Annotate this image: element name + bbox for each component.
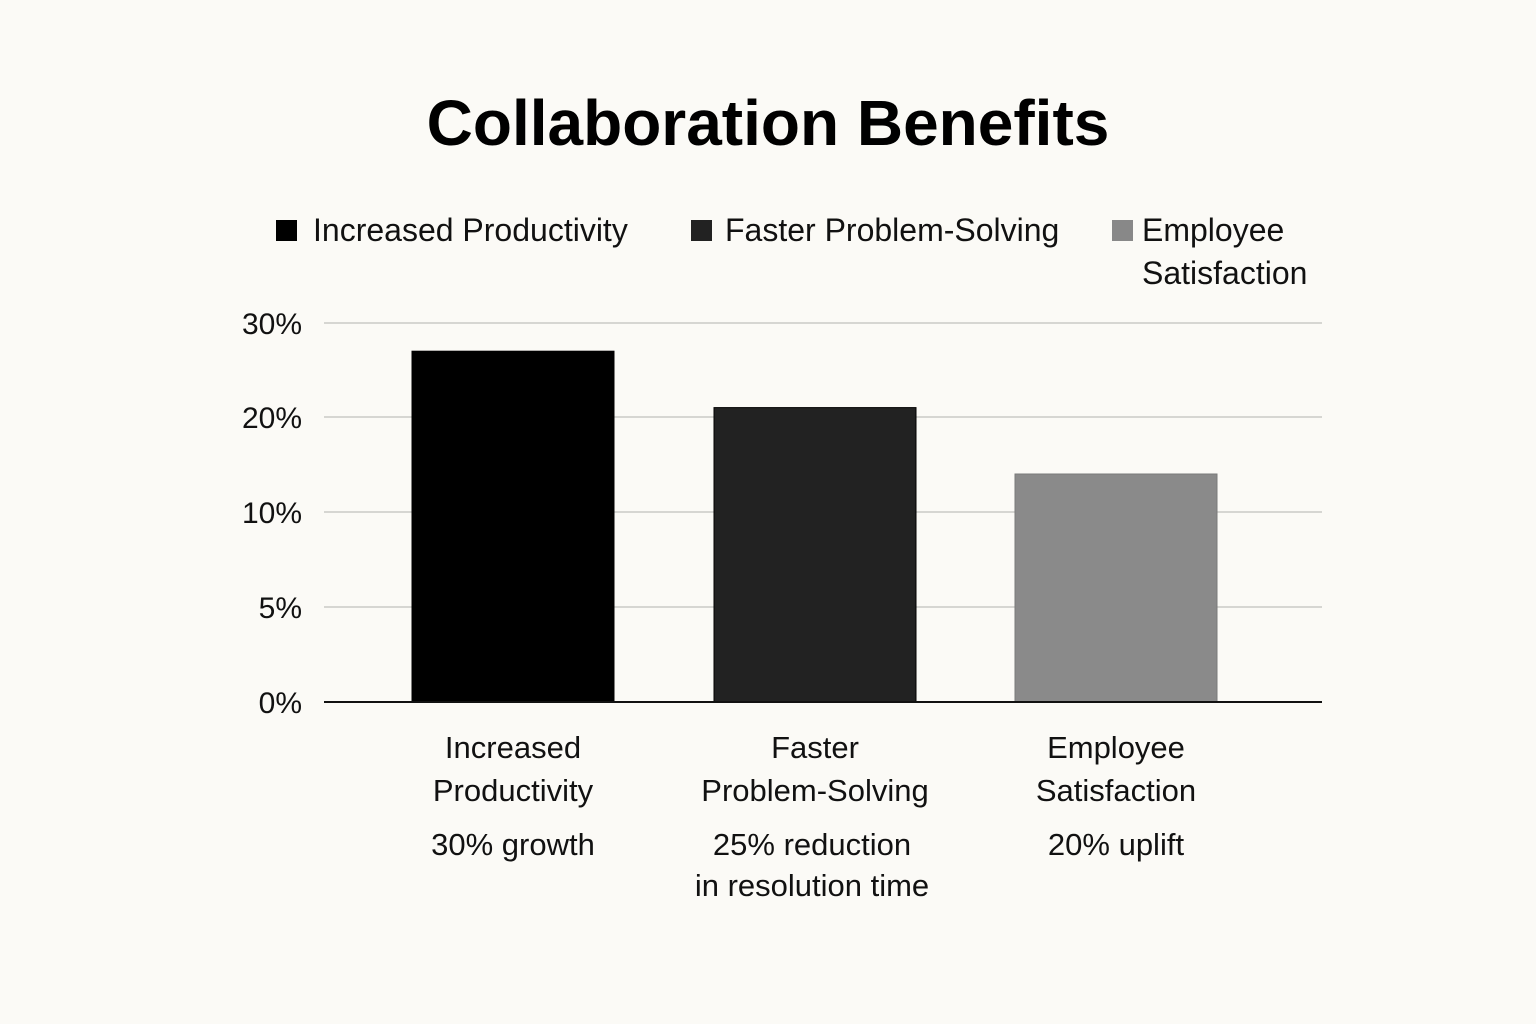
y-tick-label: 30% [242, 308, 302, 341]
x-category-label: Problem-Solving [701, 773, 928, 808]
x-category-label: Productivity [433, 773, 594, 808]
legend-swatch [691, 220, 712, 241]
data-annotation: in resolution time [695, 868, 929, 903]
legend-swatch [276, 220, 297, 241]
y-tick-label: 20% [242, 402, 302, 435]
y-axis-ticks: 0% 5% 10% 20% 30% [242, 308, 302, 720]
legend: Increased Productivity Faster Problem-Sol… [276, 212, 1307, 291]
x-axis-labels: Increased Productivity 30% growth Faster Pro… [431, 730, 1196, 903]
bar [713, 407, 917, 703]
bars [324, 350, 1322, 703]
x-category-label: Employee [1047, 730, 1185, 765]
x-category-label: Increased [445, 730, 581, 765]
legend-label: Employee [1142, 212, 1284, 248]
bar [1014, 473, 1218, 703]
y-tick-label: 5% [259, 592, 302, 625]
legend-swatch [1112, 220, 1133, 241]
legend-label: Increased Productivity [313, 212, 628, 248]
chart-title: Collaboration Benefits [427, 87, 1110, 159]
y-tick-label: 10% [242, 497, 302, 530]
y-tick-label: 0% [259, 687, 302, 720]
data-annotation: 30% growth [431, 827, 595, 862]
legend-label: Faster Problem-Solving [725, 212, 1059, 248]
x-category-label: Faster [771, 730, 859, 765]
legend-label: Satisfaction [1142, 255, 1307, 291]
x-category-label: Satisfaction [1036, 773, 1196, 808]
data-annotation: 25% reduction [713, 827, 911, 862]
data-annotation: 20% uplift [1048, 827, 1185, 862]
bar [411, 350, 615, 703]
